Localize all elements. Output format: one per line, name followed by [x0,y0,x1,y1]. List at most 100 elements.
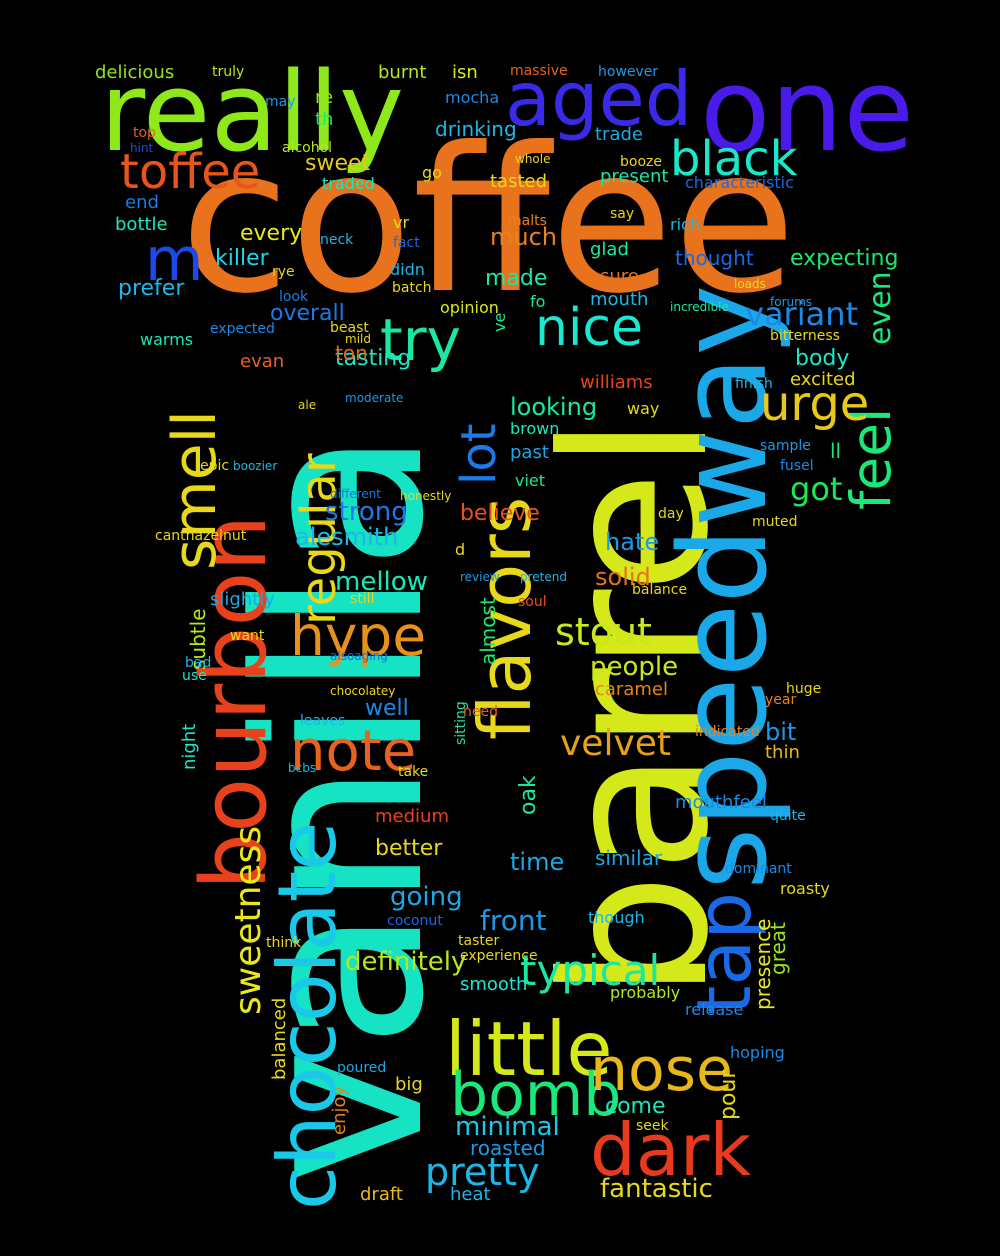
word-mellow: mellow [335,567,428,597]
word-coffee: coffee [180,105,796,338]
word-vanilla: vanilla [208,430,475,1185]
word-bcbs: bcbs [288,761,316,775]
word-expecting: expecting [790,246,898,271]
word-glad: glad [590,239,629,260]
word-traded: traded [322,174,375,193]
word-almost: almost [476,597,500,665]
word-velvet: velvet [560,723,671,764]
word-day: day [658,506,684,522]
word-chocolate: chocolate [261,822,354,1210]
word-rye: rye [272,264,295,280]
word-bitterness: bitterness [770,328,840,344]
word-one: one [700,44,914,178]
word-every: every [240,221,302,246]
word-time: time [510,848,564,876]
word-dominant: dominant [725,861,792,877]
word-want: want [230,628,265,644]
word-hoping: hoping [730,1043,785,1062]
word-whole: whole [515,152,550,166]
word-rich: rich [670,215,700,234]
word-fact: fact [393,235,420,251]
word-hate: hate [605,528,659,556]
word-sweetness: sweetness [228,826,269,1015]
word-ll: ll [830,439,841,463]
word-brown: brown [510,419,559,438]
word-roasted: roasted [470,1136,546,1160]
word-prefer: prefer [118,276,185,301]
word-muted: muted [752,514,798,530]
word-d: d [455,540,465,559]
word-going: going [390,882,463,912]
word-got: got [790,470,842,508]
word-medium: medium [375,806,449,827]
word-malts: malts [508,213,547,229]
word-slightly: slightly [210,589,275,610]
word-experience: experience [460,948,538,964]
word-incredible: incredible [670,300,729,314]
word-moderate: moderate [345,391,403,405]
word-mild: mild [345,332,371,346]
word-bomb: bomb [450,1060,621,1130]
word-pour: pour [716,1069,741,1120]
word-tasting: tasting [335,346,411,371]
word-definitely: definitely [345,947,466,977]
word-forums: forums [770,295,812,309]
word-release: release [685,1000,743,1019]
word-caramel: caramel [595,679,668,700]
word-think: think [266,935,302,951]
word-m: m [145,225,203,295]
word-look: look [279,289,309,305]
word-smooth: smooth [460,974,527,995]
word-hint: hint [130,141,154,155]
word-alsoaging: alsoaging [330,649,388,663]
word-mocha: mocha [445,88,499,107]
word-balanced: balanced [269,998,290,1080]
word-sitting: sitting [453,701,469,745]
word-still: still [350,591,374,607]
word-bourbon: bourbon [182,515,287,890]
word-excited: excited [790,369,856,390]
word-killer: killer [215,246,270,271]
word-ve: ve [490,313,509,332]
word-leaves: leaves [300,713,345,729]
word-end: end [125,192,159,213]
word-feel: feel [839,408,903,510]
word-ton: ton [335,341,368,365]
word-canthazelnut: canthazelnut [155,528,247,544]
word-big: big [395,1074,423,1095]
word-black: black [670,131,798,187]
word-tasted: tasted [490,171,547,192]
word-chocolatey: chocolatey [330,684,395,698]
word-re: re [315,87,333,108]
word-overall: overall [270,301,345,326]
word-better: better [375,836,443,861]
word-sure: sure [600,266,639,287]
word-delicious: delicious [95,62,174,83]
word-toffee: toffee [120,144,260,200]
word-use: use [182,668,207,684]
word-quite: quite [770,808,806,824]
word-bit: bit [765,718,796,746]
word-night: night [179,724,200,770]
word-however: however [598,64,658,80]
word-mouthfeel: mouthfeel [675,792,767,813]
word-solid: solid [595,563,651,591]
word-coconut: coconut [387,913,443,929]
word-barrel: barrel [520,415,753,1000]
word-draft: draft [360,1184,403,1205]
word-front: front [480,904,547,937]
word-massive: massive [510,63,568,79]
word-ale: ale [298,398,316,412]
word-alesmith: alesmith [295,523,398,551]
word-characteristic: characteristic [685,173,794,192]
word-different: different [330,487,381,501]
word-minimal: minimal [455,1112,560,1142]
word-bottle: bottle [115,214,168,235]
word-enjoy: enjoy [329,1086,350,1135]
word-fusel: fusel [780,458,814,474]
word-though: though [588,908,645,927]
word-bad: bad [185,655,211,671]
word-sample: sample [760,438,811,454]
word-presence: presence [751,919,775,1010]
